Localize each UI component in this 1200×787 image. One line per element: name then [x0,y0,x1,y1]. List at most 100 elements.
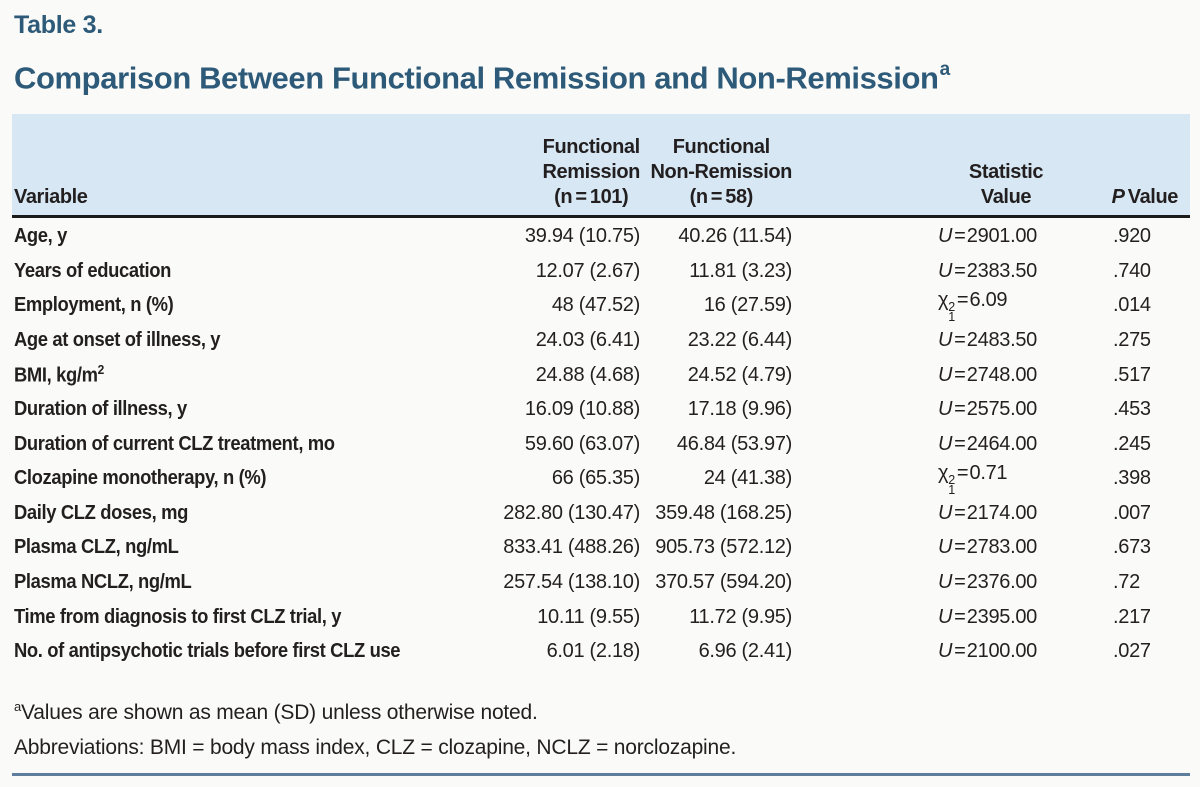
data-table: Variable Functional Remission (n = 101) … [12,114,1190,669]
header-p-rest: Value [1124,186,1179,209]
remission-value: 24.88 (4.68) [535,363,641,386]
table-row: Clozapine monotherapy, n (%) 66 (65.35) 24… [12,461,1190,496]
p-value: .398 [1113,467,1151,490]
statistic-value: U = 2748.00 [792,364,1074,387]
remission-value: 282.80 (130.47) [503,501,640,524]
non-remission-value: 370.57 (594.20) [655,571,792,594]
statistic-number: = 2483.50 [954,328,1037,351]
table-row: Duration of current CLZ treatment, mo 59.… [12,427,1190,462]
table-row: Plasma NCLZ, ng/mL 257.54 (138.10) 370.57 … [12,565,1190,600]
table-body: Age, y 39.94 (10.75) 40.26 (11.54) U = 2901.… [12,218,1190,669]
variable-text: Plasma CLZ, ng/mL [14,536,179,559]
header-variable-label: Variable [14,186,88,209]
table-row: Plasma CLZ, ng/mL 833.41 (488.26) 905.73 (… [12,531,1190,566]
header-p-value: P Value [1074,185,1190,215]
statistic-number: = 2395.00 [954,605,1037,628]
statistic-symbol: U [938,432,953,455]
non-remission-value: 23.22 (6.44) [687,328,793,351]
statistic-number: = 2464.00 [954,432,1037,455]
footnote-marker: a [14,699,22,715]
statistic-value: U = 2376.00 [792,571,1074,594]
footnote-values: aValues are shown as mean (SD) unless ot… [14,689,1200,730]
remission-value: 833.41 (488.26) [503,536,640,559]
variable-text: Daily CLZ doses, mg [14,501,188,524]
statistic-symbol: U [938,225,953,248]
remission-value: 6.01 (2.18) [546,640,641,663]
p-value: .014 [1113,294,1151,317]
variable-text: Plasma NCLZ, ng/mL [14,571,192,594]
variable-label: Clozapine monotherapy, n (%) [12,467,488,490]
variable-text: Years of education [14,259,171,282]
non-remission-value: 359.48 (168.25) [655,501,792,524]
variable-text: Clozapine monotherapy, n (%) [14,467,267,490]
variable-label: Plasma CLZ, ng/mL [12,536,488,559]
statistic-symbol: U [938,328,953,351]
table-row: Employment, n (%) 48 (47.52) 16 (27.59) χ 2 1… [12,289,1190,324]
remission-value: 24.03 (6.41) [535,328,641,351]
remission-value: 59.60 (63.07) [524,432,640,455]
non-remission-value: 16 (27.59) [703,294,792,317]
table-number: Table 3. [14,11,103,39]
variable-text: BMI, kg/m [14,364,98,387]
statistic-symbol: U [938,363,953,386]
remission-value: 16.09 (10.88) [524,398,640,421]
title-footnote-marker: a [939,59,951,80]
statistic-symbol: U [938,259,953,282]
p-value: .72 [1113,571,1140,594]
p-value: .007 [1113,501,1151,524]
statistic-number: = 2376.00 [954,571,1037,594]
non-remission-value: 24 (41.38) [703,467,792,490]
p-value: .245 [1113,432,1151,455]
variable-label: BMI, kg/m2 [12,362,488,388]
variable-text: Age, y [14,225,68,248]
statistic-number: = 2174.00 [954,501,1037,524]
statistic-value: χ 2 1 = 6.09 [792,289,1074,324]
statistic-value: U = 2100.00 [792,640,1074,663]
statistic-symbol: U [938,536,953,559]
remission-value: 257.54 (138.10) [503,571,640,594]
header-non-remission-label: Functional Non-Remission (n = 58) [650,136,793,209]
header-functional-non-remission: Functional Non-Remission (n = 58) [640,135,793,215]
table-title: Comparison Between Functional Remission … [14,53,1200,97]
p-value: .740 [1113,259,1151,282]
statistic-value: U = 2174.00 [792,502,1074,525]
remission-value: 39.94 (10.75) [524,225,640,248]
non-remission-value: 46.84 (53.97) [676,432,792,455]
variable-label: Duration of illness, y [12,398,488,421]
header-remission-label: Functional Remission (n = 101) [542,136,640,209]
statistic-value: U = 2901.00 [792,225,1074,248]
variable-text: Duration of illness, y [14,398,187,421]
footnote-abbreviations: Abbreviations: BMI = body mass index, CL… [14,736,737,760]
table-row: Duration of illness, y 16.09 (10.88) 17.18… [12,392,1190,427]
variable-text: No. of antipsychotic trials before first… [14,640,401,663]
table-footnotes: aValues are shown as mean (SD) unless ot… [14,689,1200,765]
statistic-value: U = 2483.50 [792,329,1074,352]
bottom-rule [12,773,1190,777]
p-value: .517 [1113,363,1151,386]
statistic-number: = 2901.00 [954,225,1037,248]
statistic-number: = 2748.00 [954,363,1037,386]
table-row: Age at onset of illness, y 24.03 (6.41) 23… [12,323,1190,358]
remission-value: 10.11 (9.55) [537,605,640,628]
variable-label: Plasma NCLZ, ng/mL [12,571,488,594]
variable-label: Duration of current CLZ treatment, mo [12,433,488,456]
remission-value: 66 (65.35) [551,467,640,490]
table-row: Daily CLZ doses, mg 282.80 (130.47) 359.48… [12,496,1190,531]
statistic-value: U = 2464.00 [792,433,1074,456]
variable-text: Duration of current CLZ treatment, mo [14,432,335,455]
statistic-symbol: χ [938,289,949,312]
header-statistic-label: Statistic Value [968,161,1044,209]
table-row: Age, y 39.94 (10.75) 40.26 (11.54) U = 2901.… [12,219,1190,254]
statistic-number: = 2100.00 [954,640,1037,663]
table-row: No. of antipsychotic trials before first… [12,634,1190,669]
non-remission-value: 11.81 (3.23) [689,259,792,282]
variable-text: Age at onset of illness, y [14,328,221,351]
header-p-italic: P [1111,186,1125,209]
p-value: .453 [1113,398,1151,421]
statistic-symbol: χ [938,462,949,485]
non-remission-value: 40.26 (11.54) [678,225,792,248]
table-row: Time from diagnosis to first CLZ trial, … [12,600,1190,635]
remission-value: 12.07 (2.67) [535,259,641,282]
